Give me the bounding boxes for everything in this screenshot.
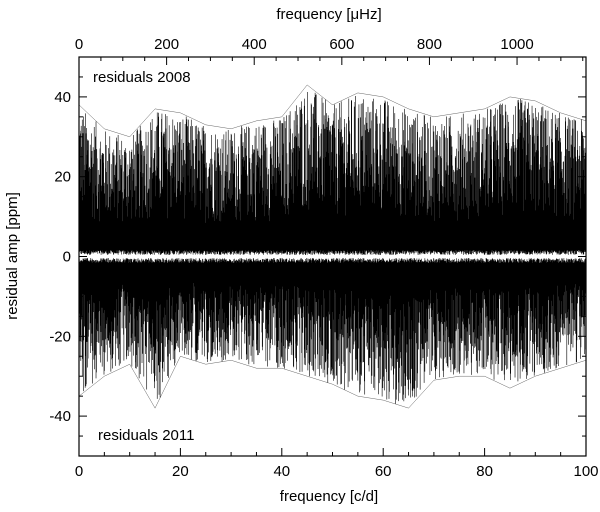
x2-tick-label: 800 <box>417 36 442 53</box>
data-layer <box>78 84 587 409</box>
y-axis-title: residual amp [ppm] <box>4 192 21 320</box>
series-envelope-residuals_2011 <box>78 355 587 409</box>
y-tick-label: -40 <box>49 408 71 425</box>
x-axis-title: frequency [c/d] <box>280 488 378 505</box>
x-tick-label: 20 <box>172 463 189 480</box>
series-envelope-residuals_2008 <box>78 84 587 138</box>
y-tick-label: 20 <box>54 169 71 186</box>
x2-tick-label: 400 <box>242 36 267 53</box>
x2-tick-label: 0 <box>75 36 83 53</box>
x-tick-label: 60 <box>375 463 392 480</box>
annotation-residuals-2008: residuals 2008 <box>93 69 191 86</box>
top-axis-title: frequency [μHz] <box>276 6 381 23</box>
x-tick-label: 80 <box>476 463 493 480</box>
x-tick-label: 100 <box>573 463 598 480</box>
y-tick-label: 0 <box>63 249 71 266</box>
x-tick-label: 40 <box>273 463 290 480</box>
y-tick-label: 40 <box>54 89 71 106</box>
annotation-residuals-2011: residuals 2011 <box>98 427 194 444</box>
x2-tick-label: 200 <box>154 36 179 53</box>
x2-tick-label: 600 <box>329 36 354 53</box>
x2-tick-label: 1000 <box>500 36 533 53</box>
x-tick-label: 0 <box>75 463 83 480</box>
y-tick-label: -20 <box>49 328 71 345</box>
ticks-layer <box>78 57 587 456</box>
